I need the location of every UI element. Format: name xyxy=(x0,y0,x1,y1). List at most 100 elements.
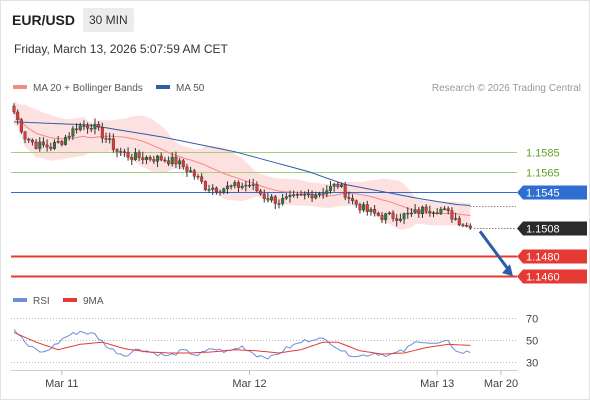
candle-body xyxy=(288,194,292,197)
candle-body xyxy=(222,188,226,193)
rsi-tick-label: 50 xyxy=(526,336,538,348)
candle-body xyxy=(141,157,145,161)
candle-body xyxy=(380,215,384,220)
candle-body xyxy=(255,184,259,192)
candle-body xyxy=(93,124,97,130)
candle-body xyxy=(376,212,380,216)
candle-body xyxy=(38,141,42,149)
candle-body xyxy=(240,185,244,188)
candle-body xyxy=(75,128,79,131)
candle-body xyxy=(303,194,307,196)
x-tick-label: Mar 11 xyxy=(45,378,78,390)
timeframe-button[interactable]: 30 MIN xyxy=(83,8,134,32)
candle-body xyxy=(281,198,285,204)
candle-body xyxy=(332,183,336,187)
ma50-legend-label: MA 50 xyxy=(176,83,205,94)
candle-body xyxy=(443,208,447,210)
candle-body xyxy=(292,194,296,196)
candle-body xyxy=(248,184,252,187)
candle-body xyxy=(34,141,38,149)
candle-body xyxy=(317,193,321,195)
rsi-ma-legend-label: 9MA xyxy=(83,296,104,307)
candle-body xyxy=(420,206,424,215)
candle-body xyxy=(273,196,277,204)
rsi-tick-label: 30 xyxy=(526,358,538,370)
candle-body xyxy=(156,155,160,162)
bollinger-band xyxy=(14,100,471,230)
candle-body xyxy=(409,212,413,215)
candle-body xyxy=(207,189,211,191)
x-tick-label: Mar 20 xyxy=(484,378,518,390)
candle-body xyxy=(130,156,134,160)
candle-body xyxy=(351,198,355,201)
candle-body xyxy=(406,212,410,215)
rsi-line xyxy=(13,329,471,360)
ma20-legend-swatch xyxy=(13,85,27,89)
candle-body xyxy=(16,111,20,120)
candle-body xyxy=(108,138,112,140)
candle-body xyxy=(391,212,395,219)
candle-body xyxy=(373,209,377,214)
candle-body xyxy=(67,135,71,138)
candle-body xyxy=(306,193,310,196)
rsi-ma-legend-swatch xyxy=(63,298,77,302)
candle-body xyxy=(314,194,318,199)
candle-body xyxy=(402,213,406,220)
x-tick-label: Mar 13 xyxy=(420,378,454,390)
candle-body xyxy=(295,194,299,196)
candle-body xyxy=(196,176,200,178)
candle-body xyxy=(358,204,362,211)
candle-body xyxy=(310,193,314,199)
candle-body xyxy=(49,146,53,149)
candle-body xyxy=(457,218,461,226)
candle-body xyxy=(284,196,288,199)
pivot-tag xyxy=(517,185,587,200)
candle-body xyxy=(398,218,402,221)
candle-body xyxy=(170,156,174,165)
candle-body xyxy=(450,210,454,220)
candle-body xyxy=(336,183,340,187)
resistance-level-label: 1.1565 xyxy=(526,168,560,180)
candle-body xyxy=(225,185,229,190)
candle-body xyxy=(189,170,193,172)
rsi-ma-line xyxy=(13,331,471,355)
candle-body xyxy=(299,194,303,196)
candle-body xyxy=(104,137,108,140)
ma50-legend-swatch xyxy=(156,85,170,89)
candle-body xyxy=(12,105,16,113)
ma20-legend-label: MA 20 + Bollinger Bands xyxy=(33,83,143,94)
candle-body xyxy=(163,159,167,162)
candle-body xyxy=(384,213,388,220)
candle-body xyxy=(178,160,182,165)
candle-body xyxy=(159,155,163,161)
candle-body xyxy=(321,193,325,195)
candle-body xyxy=(259,190,263,195)
rsi-legend-swatch xyxy=(13,298,27,302)
candle-body xyxy=(30,139,34,143)
candle-body xyxy=(122,151,126,153)
candle-body xyxy=(181,160,185,168)
candle-body xyxy=(395,218,399,221)
forecast-arrow-shaft xyxy=(478,230,510,270)
rsi-legend-label: RSI xyxy=(33,296,50,307)
candle-body xyxy=(82,125,86,128)
title-bar: EUR/USD 30 MIN xyxy=(1,1,589,39)
candle-body xyxy=(244,184,248,187)
candle-body xyxy=(119,151,123,153)
ma50-line xyxy=(13,121,471,206)
candle-body xyxy=(354,200,358,205)
candle-body xyxy=(78,125,82,131)
candle-body xyxy=(45,144,49,148)
resistance-level-label: 1.1585 xyxy=(526,148,560,160)
candle-body xyxy=(89,128,93,130)
candle-body xyxy=(362,204,366,211)
support-tag xyxy=(517,269,587,284)
candle-body xyxy=(126,151,130,158)
candle-body xyxy=(365,204,369,212)
candle-body xyxy=(432,212,436,214)
candle-body xyxy=(428,211,432,214)
candle-body xyxy=(424,206,428,212)
candle-body xyxy=(439,208,443,214)
instrument-title: EUR/USD xyxy=(12,12,76,28)
